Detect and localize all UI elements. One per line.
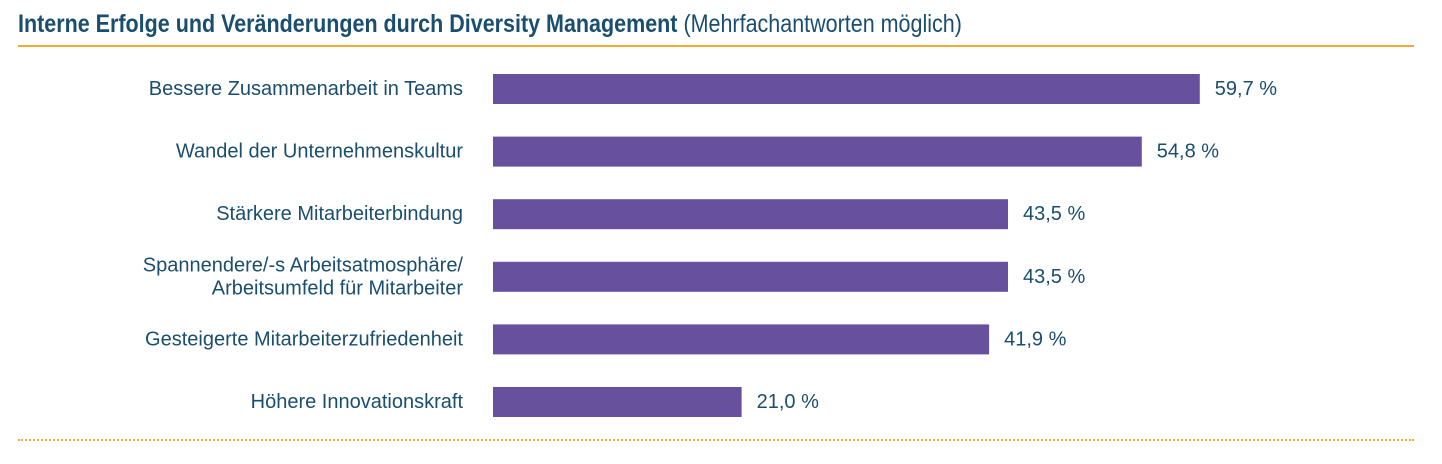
category-label: Stärkere Mitarbeiterbindung (216, 203, 463, 225)
category-label: Gesteigerte Mitarbeiterzufriedenheit (145, 328, 463, 350)
category-label-line: Stärkere Mitarbeiterbindung (216, 203, 463, 225)
category-label: Wandel der Unternehmenskultur (176, 141, 464, 163)
chart-title: Interne Erfolge und Veränderungen durch … (18, 6, 1225, 42)
value-label: 54,8 % (1157, 141, 1219, 163)
value-label: 43,5 % (1023, 266, 1085, 288)
category-label-line: Spannendere/-s Arbeitsatmosphäre/ (143, 254, 464, 276)
category-label-line: Gesteigerte Mitarbeiterzufriedenheit (145, 328, 463, 350)
bar (493, 199, 1008, 230)
bar (493, 136, 1142, 167)
chart-title-main: Interne Erfolge und Veränderungen durch … (18, 10, 678, 38)
bar (493, 387, 742, 417)
category-label-line: Arbeitsumfeld für Mitarbeiter (212, 277, 464, 299)
value-label: 43,5 % (1023, 203, 1085, 225)
value-label: 21,0 % (757, 391, 819, 413)
bar (493, 74, 1200, 104)
category-label: Spannendere/-s Arbeitsatmosphäre/Arbeits… (143, 254, 464, 299)
bar (493, 261, 1008, 292)
title-divider (18, 45, 1414, 47)
category-label-line: Bessere Zusammenarbeit in Teams (149, 78, 463, 100)
bottom-divider (18, 439, 1414, 441)
category-label-line: Wandel der Unternehmenskultur (176, 141, 464, 163)
category-label-line: Höhere Innovationskraft (251, 391, 464, 413)
value-label: 59,7 % (1215, 78, 1277, 100)
category-label: Bessere Zusammenarbeit in Teams (149, 78, 463, 100)
chart-title-subtitle: (Mehrfachantworten möglich) (683, 10, 962, 38)
bar (493, 324, 990, 355)
value-label: 41,9 % (1004, 328, 1066, 350)
category-label: Höhere Innovationskraft (251, 391, 464, 413)
